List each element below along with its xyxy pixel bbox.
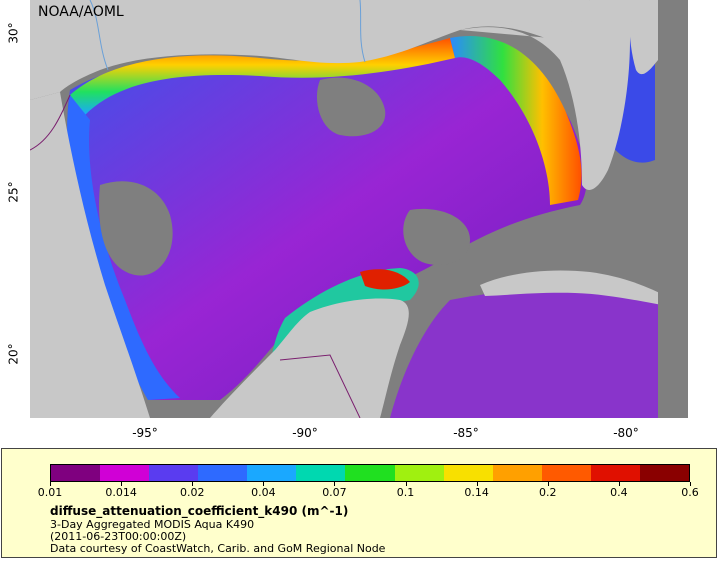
yucatan-land [210, 298, 409, 418]
colorbar-tick-mark [476, 482, 478, 486]
legend-title: diffuse_attenuation_coefficient_k490 (m^… [50, 504, 349, 518]
legend-subtitle: 3-Day Aggregated MODIS Aqua K490 [50, 518, 255, 531]
colorbar-segment [51, 465, 101, 481]
colorbar-segment [492, 465, 542, 481]
mexico-land [30, 92, 150, 418]
legend-date: (2011-06-23T00:00:00Z) [50, 530, 187, 543]
colorbar-tick-label: 0.07 [322, 486, 347, 499]
map-credit: NOAA/AOML [38, 4, 124, 20]
colorbar-segment [198, 465, 248, 481]
us-gulf-land [30, 0, 688, 100]
bahamas-land [629, 0, 658, 75]
colorbar-segment [100, 465, 150, 481]
colorbar-tick-mark [334, 482, 336, 486]
colorbar-tick-label: 0.1 [396, 486, 415, 499]
colorbar-tick-label: 0.02 [179, 486, 205, 499]
map-panel: NOAA/AOML [30, 0, 688, 418]
colorbar-segment [394, 465, 444, 481]
cloud-patch-west [99, 181, 173, 276]
colorbar-tick-label: 0.2 [539, 486, 557, 499]
colorbar-tick-label: 0.014 [105, 486, 137, 499]
lat-label-25: 25° [6, 181, 21, 203]
colorbar-segment [590, 465, 640, 481]
colorbar-tick-label: 0.04 [251, 486, 276, 499]
river-mississippi [359, 0, 366, 63]
lon-label-90: -90° [292, 426, 318, 440]
florida-land [460, 0, 630, 190]
lon-label-80: -80° [613, 426, 639, 440]
legend-panel: diffuse_attenuation_coefficient_k490 (m^… [1, 448, 717, 558]
colorbar-tick-mark [192, 482, 194, 486]
colorbar-tick-label: 0.14 [464, 486, 489, 499]
colorbar-tick-label: 0.6 [681, 486, 699, 499]
colorbar-segment [345, 465, 395, 481]
lon-label-95: -95° [132, 426, 158, 440]
cloud-patch-east [658, 0, 688, 418]
lat-label-30: 30° [6, 22, 21, 44]
colorbar-segment [247, 465, 297, 481]
cloud-patch-central [316, 77, 386, 137]
lon-label-85: -85° [453, 426, 479, 440]
gulf-water-field [67, 38, 587, 401]
colorbar-tick-mark [547, 482, 549, 486]
cloud-patch-south [403, 208, 470, 266]
yucatan-red-patch [360, 269, 410, 290]
colorbar-tick-mark [405, 482, 407, 486]
cuba-land [480, 270, 670, 305]
border-guatemala [279, 354, 361, 418]
colorbar-segment [149, 465, 199, 481]
lat-label-20: 20° [6, 343, 21, 365]
colorbar-segment [296, 465, 346, 481]
k490-map [30, 0, 688, 418]
colorbar-tick-label: 0.01 [37, 486, 63, 499]
colorbar-tick-mark [121, 482, 123, 486]
florida-shelf [450, 35, 582, 205]
colorbar-tick-mark [690, 482, 691, 486]
colorbar-tick-label: 0.4 [610, 486, 628, 499]
northern-shelf [70, 38, 455, 115]
colorbar-tick-mark [263, 482, 265, 486]
colorbar [50, 464, 690, 482]
caribbean-field [390, 288, 688, 418]
colorbar-segment [443, 465, 493, 481]
colorbar-tick-mark [618, 482, 620, 486]
colorbar-tick-mark [50, 482, 51, 486]
river-texas [89, 0, 109, 71]
colorbar-segment [639, 465, 690, 481]
legend-credit: Data courtesy of CoastWatch, Carib. and … [50, 542, 386, 555]
colorbar-segment [541, 465, 591, 481]
border-us-mexico [30, 94, 71, 151]
